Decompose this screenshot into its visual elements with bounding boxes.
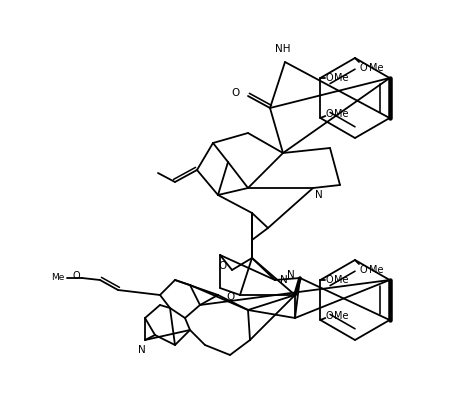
- Text: Me: Me: [334, 275, 349, 285]
- Text: Me: Me: [334, 311, 349, 321]
- Text: O: O: [232, 88, 240, 98]
- Text: O: O: [325, 275, 333, 285]
- Text: Me: Me: [52, 274, 65, 282]
- Text: N: N: [280, 275, 288, 285]
- Text: O: O: [325, 311, 333, 321]
- Text: O: O: [360, 63, 368, 73]
- Text: O: O: [219, 261, 227, 271]
- Text: O: O: [325, 73, 333, 83]
- Text: O: O: [72, 271, 80, 281]
- Text: O: O: [227, 292, 235, 302]
- Text: Me: Me: [369, 265, 384, 275]
- Text: O: O: [325, 109, 333, 119]
- Text: NH: NH: [275, 44, 291, 54]
- Text: N: N: [138, 345, 146, 355]
- Text: N: N: [287, 270, 295, 280]
- Text: Me: Me: [369, 63, 384, 73]
- Text: Me: Me: [334, 109, 349, 119]
- Text: N: N: [315, 190, 323, 200]
- Text: O: O: [360, 265, 368, 275]
- Text: Me: Me: [334, 73, 349, 83]
